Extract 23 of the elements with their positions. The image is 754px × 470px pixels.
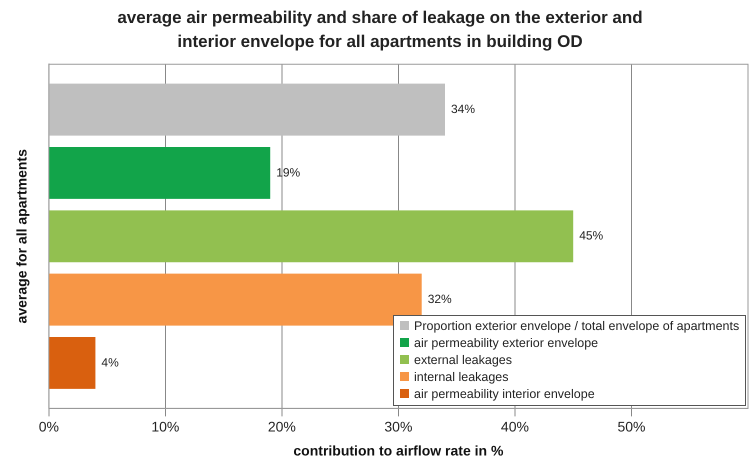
x-tick-label: 10% xyxy=(151,418,180,435)
data-label: 34% xyxy=(451,102,476,116)
bar xyxy=(49,147,270,199)
legend-label: air permeability interior envelope xyxy=(413,386,596,404)
data-label: 4% xyxy=(101,355,120,370)
x-tick-label: 50% xyxy=(617,418,646,435)
legend-label: air permeability exterior envelope xyxy=(413,335,600,352)
chart-title: average air permeability and share of leakage on the exterior and interior envelope for all apartments in building OD xyxy=(116,7,644,53)
data-label: 45% xyxy=(579,228,604,243)
x-tick-label: 0% xyxy=(38,418,59,435)
bar xyxy=(49,337,96,389)
x-axis-title: contribution to airflow rate in % xyxy=(293,442,504,458)
x-tick-label: 30% xyxy=(384,418,412,435)
bar xyxy=(49,210,574,262)
data-label: 32% xyxy=(428,292,452,306)
y-axis-title: average for all apartments xyxy=(13,148,30,324)
x-tick-label: 40% xyxy=(500,418,529,435)
x-tick-label: 20% xyxy=(268,418,296,435)
legend-label: external leakages xyxy=(413,352,513,370)
legend-label: internal leakages xyxy=(413,369,510,386)
bar xyxy=(49,84,446,136)
legend-label: Proportion exterior envelope / total envelope of apartments xyxy=(413,318,740,336)
data-label: 19% xyxy=(276,165,301,180)
